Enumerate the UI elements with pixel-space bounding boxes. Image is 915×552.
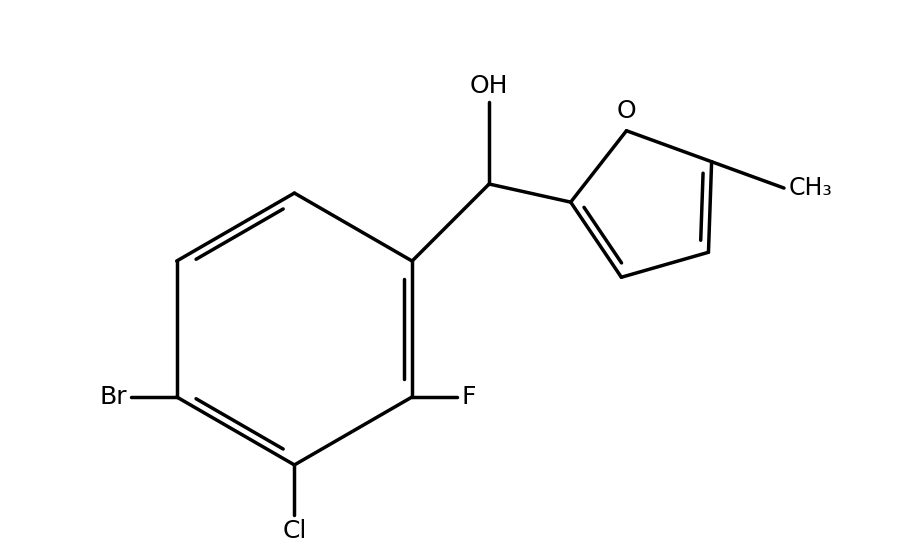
Text: OH: OH xyxy=(470,74,509,98)
Text: Cl: Cl xyxy=(282,519,307,543)
Text: F: F xyxy=(462,385,477,409)
Text: O: O xyxy=(617,99,636,124)
Text: Br: Br xyxy=(99,385,127,409)
Text: CH₃: CH₃ xyxy=(789,176,833,200)
